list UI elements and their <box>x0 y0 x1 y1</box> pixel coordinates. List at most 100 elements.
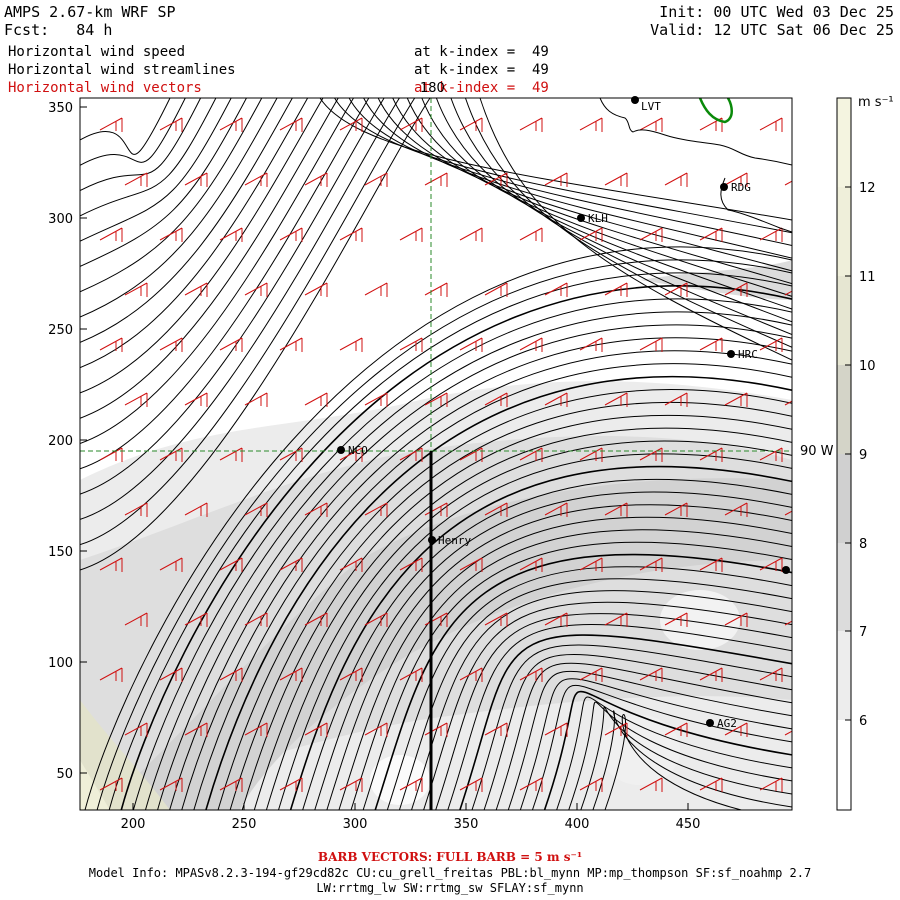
wind-barb <box>159 117 183 132</box>
wind-barb <box>159 557 183 572</box>
valid-time: Valid: 12 UTC Sat 06 Dec 25 <box>650 21 894 39</box>
streamline <box>362 541 792 810</box>
wind-barb <box>759 337 783 352</box>
wind-barb <box>399 447 423 462</box>
wind-barb <box>159 447 183 462</box>
streamline <box>80 98 309 369</box>
wind-barb <box>664 612 688 627</box>
wind-barb <box>184 282 208 297</box>
wind-barb <box>759 117 783 132</box>
wind-barb <box>424 282 448 297</box>
wind-barb <box>699 667 723 682</box>
wind-barb <box>579 117 603 132</box>
y-tick-label: 150 <box>48 545 73 560</box>
streamline <box>350 529 792 810</box>
wind-barb <box>484 502 508 517</box>
wind-barb <box>244 612 268 627</box>
wind-barb <box>99 667 123 682</box>
wind-barb <box>124 282 148 297</box>
model-info: Model Info: MPASv8.2.3-194-gf29cd82c CU:… <box>88 866 812 880</box>
wind-barb <box>459 777 483 792</box>
station-hrc: HRC <box>727 348 758 361</box>
wind-barb <box>604 722 628 737</box>
model-info-physics: LW:rrtmg_lw SW:rrtmg_sw SFLAY:sf_mynn <box>316 881 584 895</box>
wind-barb <box>424 722 448 737</box>
wind-barbs <box>99 117 792 792</box>
wind-barb <box>364 172 388 187</box>
wind-barb <box>639 337 663 352</box>
wind-barb <box>519 227 543 242</box>
wind-barb <box>244 282 268 297</box>
wind-barb <box>544 502 568 517</box>
wind-barb <box>159 777 183 792</box>
streamline <box>96 259 792 810</box>
streamline <box>80 98 278 318</box>
streamline <box>80 98 186 166</box>
wind-barb <box>244 392 268 407</box>
forecast-hour: Fcst: 84 h <box>4 21 113 39</box>
wind-barb <box>279 667 303 682</box>
wind-barb <box>639 777 663 792</box>
station-label: LVT <box>641 100 661 113</box>
streamline <box>229 402 792 810</box>
station-label: HRC <box>738 348 758 361</box>
streamline <box>471 644 792 810</box>
y-tick-label: 250 <box>48 323 73 338</box>
streamline <box>319 98 792 221</box>
wind-barb <box>484 392 508 407</box>
wind-barb <box>304 392 328 407</box>
wind-barb <box>639 447 663 462</box>
streamline <box>80 98 385 495</box>
wind-barb <box>184 502 208 517</box>
streamline <box>314 491 792 810</box>
wind-barb <box>484 722 508 737</box>
station-unlabeled <box>782 566 790 574</box>
wind-barb <box>399 337 423 352</box>
x-tick-labels: 200 250 300 350 400 450 <box>121 817 701 832</box>
wind-barb <box>484 282 508 297</box>
wind-barb <box>664 392 688 407</box>
x-tick-label: 250 <box>232 817 257 832</box>
wind-barb <box>639 667 663 682</box>
wind-barb <box>304 612 328 627</box>
station-label: RDG <box>731 181 751 194</box>
wind-barb <box>99 557 123 572</box>
wind-barb <box>399 227 423 242</box>
x-tick-label: 200 <box>121 817 146 832</box>
wind-barb <box>304 282 328 297</box>
x-tick-label: 400 <box>565 817 590 832</box>
station-ag2: AG2 <box>706 717 737 730</box>
wind-barb <box>724 612 748 627</box>
streamline <box>205 375 792 810</box>
streamline <box>80 98 293 343</box>
wind-barb <box>399 117 423 132</box>
streamline <box>543 690 792 810</box>
field-level-speed: at k-index = 49 <box>414 44 549 60</box>
wind-barb <box>99 227 123 242</box>
wind-barb <box>544 172 568 187</box>
streamline <box>398 578 792 810</box>
streamline <box>80 98 263 293</box>
wind-barb <box>579 227 603 242</box>
wind-barb <box>339 667 363 682</box>
wind-barb <box>339 777 363 792</box>
streamline <box>80 98 324 394</box>
streamline <box>181 350 792 810</box>
streamline <box>531 684 792 810</box>
streamline <box>80 98 232 242</box>
streamline <box>80 98 370 470</box>
y-tick-label: 350 <box>48 101 73 116</box>
wind-barb <box>399 777 423 792</box>
wind-barb <box>364 282 388 297</box>
wind-barb <box>759 557 783 572</box>
y-tick-label: 50 <box>56 767 73 782</box>
wind-barb <box>424 392 448 407</box>
streamline <box>374 553 792 810</box>
station-label: NCO <box>348 444 368 457</box>
y-tick-label: 100 <box>48 656 73 671</box>
wind-barb <box>579 557 603 572</box>
field-level-streamlines: at k-index = 49 <box>414 62 549 78</box>
wind-barb <box>459 117 483 132</box>
wind-barb <box>784 620 792 626</box>
wind-barb <box>124 722 148 737</box>
